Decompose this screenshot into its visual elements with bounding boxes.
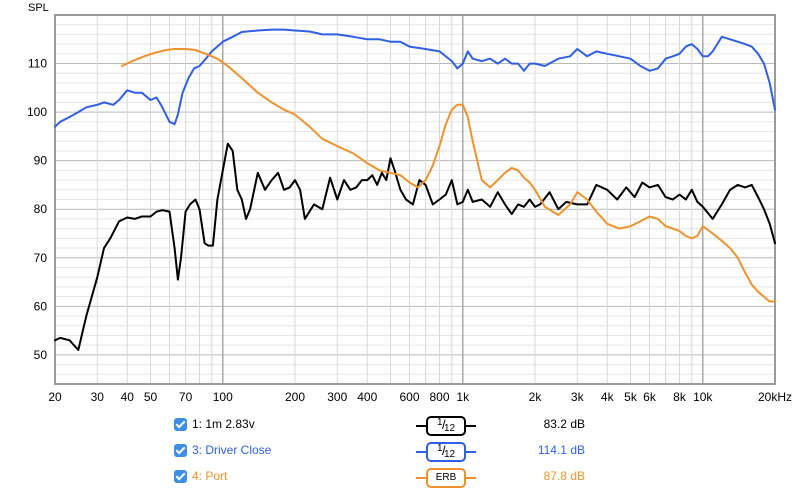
x-tick-label: 800 bbox=[429, 390, 449, 404]
x-tick-label: 3k bbox=[571, 390, 585, 404]
x-tick-label: 20 bbox=[48, 390, 62, 404]
x-tick-label: 400 bbox=[357, 390, 377, 404]
smoothing-badge: 1/12 bbox=[416, 442, 476, 462]
legend-row: 4: Port ERB 87.8 dB bbox=[174, 468, 594, 494]
x-tick-label: 2k bbox=[529, 390, 543, 404]
smoothing-button[interactable]: 1/12 bbox=[426, 416, 466, 436]
x-tick-label: 40 bbox=[121, 390, 135, 404]
legend-line-sample bbox=[466, 425, 476, 427]
x-tick-label: 5k bbox=[624, 390, 638, 404]
smoothing-button[interactable]: 1/12 bbox=[426, 442, 466, 462]
series-visibility-checkbox[interactable] bbox=[174, 444, 187, 457]
series-visibility-checkbox[interactable] bbox=[174, 418, 187, 431]
x-tick-label: 200 bbox=[285, 390, 305, 404]
x-tick-labels: 20 30 40 50 70 100 200 300 400 600 800 1k 2k 3k 4k 5k 6k… bbox=[48, 390, 792, 404]
y-tick-label: 50 bbox=[34, 348, 48, 362]
legend-line-sample bbox=[416, 425, 426, 427]
y-tick-label: 60 bbox=[34, 299, 48, 313]
y-tick-label: 110 bbox=[28, 57, 47, 71]
y-tick-label: 80 bbox=[34, 202, 48, 216]
series-line bbox=[54, 28, 776, 128]
y-tick-label: 70 bbox=[34, 251, 48, 265]
y-tick-label: 90 bbox=[34, 154, 48, 168]
x-tick-label: 50 bbox=[144, 390, 158, 404]
legend-series-value: 87.8 dB bbox=[543, 469, 585, 483]
smoothing-badge: 1/12 bbox=[416, 416, 476, 436]
x-tick-label: 600 bbox=[399, 390, 419, 404]
legend-series-value: 83.2 dB bbox=[543, 417, 585, 431]
series-line bbox=[120, 48, 776, 303]
legend-series-name: 1: 1m 2.83v bbox=[192, 417, 255, 431]
series-lines bbox=[54, 28, 776, 351]
legend-series-name: 3: Driver Close bbox=[192, 443, 272, 457]
x-tick-label: 10k bbox=[693, 390, 713, 404]
legend: 1: 1m 2.83v 1/12 83.2 dB 3: Driver Close 1/1… bbox=[174, 416, 594, 494]
legend-row: 1: 1m 2.83v 1/12 83.2 dB bbox=[174, 416, 594, 442]
legend-row: 3: Driver Close 1/12 114.1 dB bbox=[174, 442, 594, 468]
y-tick-labels: 50 60 70 80 90 100 110 bbox=[27, 57, 47, 362]
series-visibility-checkbox[interactable] bbox=[174, 470, 187, 483]
x-tick-label: 1k bbox=[456, 390, 470, 404]
legend-line-sample bbox=[466, 477, 476, 479]
y-axis-label: SPL bbox=[28, 2, 49, 14]
legend-series-value: 114.1 dB bbox=[537, 443, 585, 457]
x-tick-label: 6k bbox=[643, 390, 657, 404]
x-tick-label: 100 bbox=[213, 390, 233, 404]
x-tick-label: 300 bbox=[327, 390, 347, 404]
series-line bbox=[54, 142, 776, 351]
legend-series-name: 4: Port bbox=[192, 469, 228, 483]
x-tick-label: 4k bbox=[601, 390, 615, 404]
legend-line-sample bbox=[466, 451, 476, 453]
plot-frame bbox=[54, 14, 776, 385]
smoothing-button[interactable]: ERB bbox=[426, 468, 466, 488]
x-tick-label: 30 bbox=[91, 390, 105, 404]
x-tick-label: 20kHz bbox=[758, 390, 792, 404]
x-tick-label: 8k bbox=[673, 390, 687, 404]
smoothing-badge: ERB bbox=[416, 468, 476, 488]
legend-line-sample bbox=[416, 451, 426, 453]
y-tick-label: 100 bbox=[27, 105, 47, 119]
legend-line-sample bbox=[416, 477, 426, 479]
x-tick-label: 70 bbox=[179, 390, 193, 404]
